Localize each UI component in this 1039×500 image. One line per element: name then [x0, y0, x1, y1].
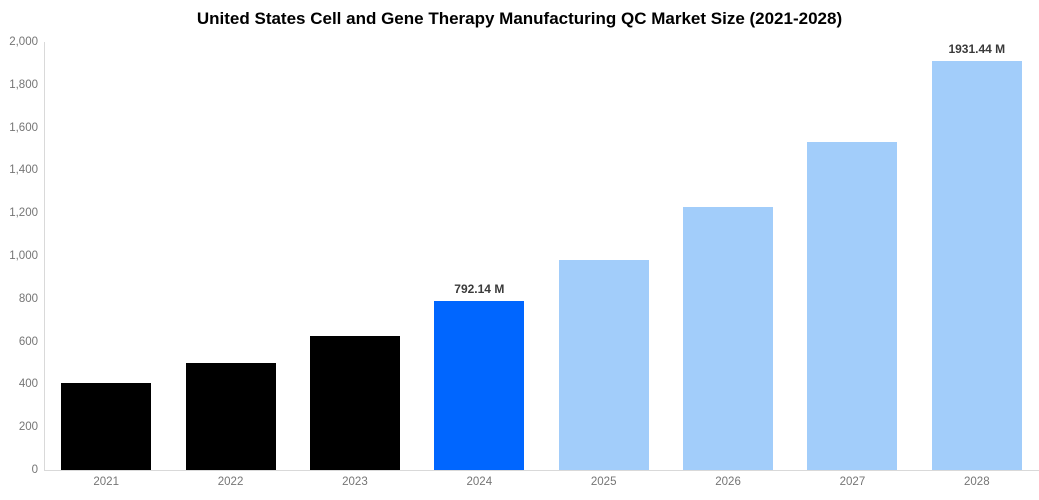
x-tick-label-2028: 2028	[964, 476, 990, 488]
x-tick-label-2025: 2025	[590, 476, 617, 488]
y-tick-label-1,000: 1,000	[9, 250, 38, 262]
y-tick-label-1,800: 1,800	[9, 78, 38, 91]
bar-2025[interactable]	[558, 260, 649, 470]
bar-2023[interactable]	[309, 336, 400, 470]
x-tick-label-2026: 2026	[715, 476, 741, 488]
bar-2024[interactable]	[434, 300, 525, 470]
chart-title: United States Cell and Gene Therapy Manu…	[196, 9, 843, 28]
bar-slot-2027	[790, 42, 914, 470]
bar-slot-2023	[293, 42, 417, 470]
bar-2022[interactable]	[185, 363, 276, 470]
bar-value-label-2028: 1931.44 M	[948, 42, 1006, 56]
bar-slot-2021	[44, 42, 168, 470]
x-tick-label-2024: 2024	[466, 476, 493, 488]
bar-slot-2025	[542, 42, 666, 470]
y-tick-label-1,200: 1,200	[9, 207, 38, 220]
y-tick-label-1,400: 1,400	[9, 164, 38, 177]
x-tick-label-2022: 2022	[217, 476, 244, 488]
y-tick-label-200: 200	[18, 421, 38, 434]
y-tick-label-2,000: 2,000	[9, 36, 38, 48]
y-tick-label-800: 800	[18, 292, 38, 305]
x-tick-label-2027: 2027	[839, 476, 866, 488]
bar-slot-2024: 792.14 M	[417, 42, 541, 470]
x-tick-label-2023: 2023	[342, 476, 368, 488]
bar-2028[interactable]	[931, 61, 1022, 470]
bar-2026[interactable]	[683, 206, 774, 470]
y-tick-label-1,600: 1,600	[9, 121, 38, 134]
bar-2027[interactable]	[807, 141, 898, 470]
y-tick-label-0: 0	[31, 464, 38, 476]
x-tick-label-2021: 2021	[93, 476, 119, 488]
bar-slot-2022	[168, 42, 292, 470]
bar-2021[interactable]	[61, 383, 152, 470]
x-axis-tick-labels: 2021 2022 2023 2024 2025 2026 2027 2028	[44, 476, 1039, 488]
bar-slot-2028: 1931.44 M	[915, 42, 1039, 470]
y-tick-label-400: 400	[18, 378, 38, 391]
bar-slot-2026	[666, 42, 790, 470]
bars-group: 792.14 M 1931.44 M	[44, 42, 1039, 470]
plot-area: 792.14 M 1931.44 M	[44, 42, 1039, 471]
x-axis-line	[44, 470, 1039, 471]
y-axis-line	[44, 42, 45, 470]
y-tick-label-600: 600	[18, 335, 38, 348]
bar-value-label-2024: 792.14 M	[454, 281, 505, 296]
